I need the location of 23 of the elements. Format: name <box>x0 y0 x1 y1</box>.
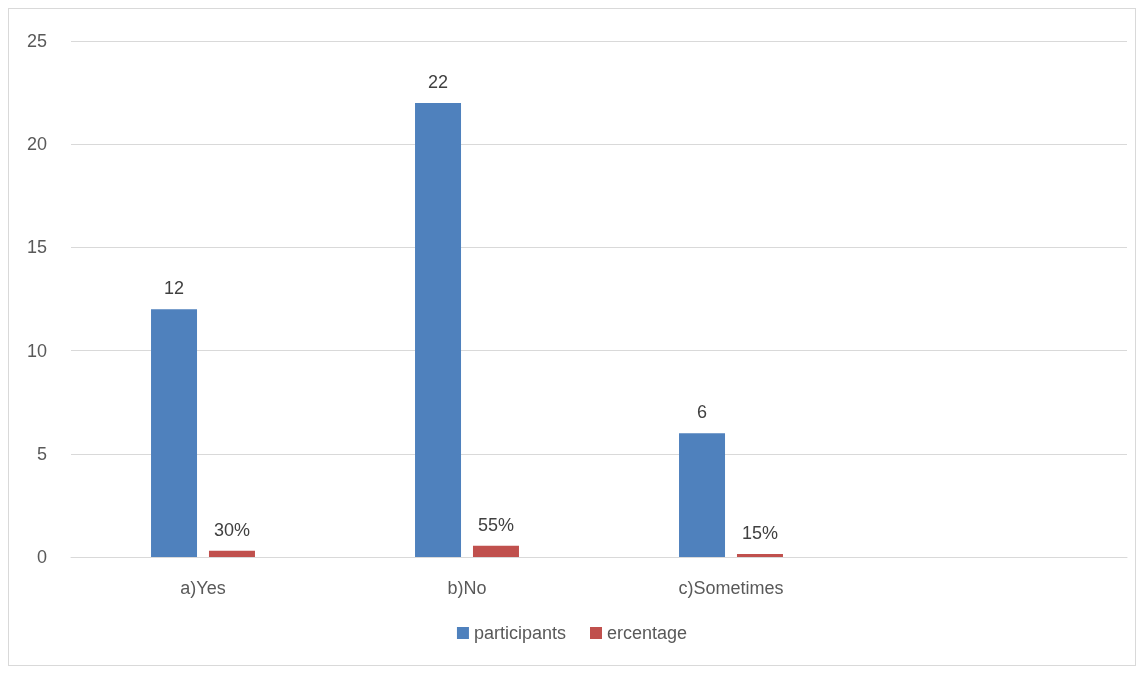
bar <box>151 309 198 557</box>
data-label: 15% <box>741 522 778 543</box>
y-tick-label: 5 <box>36 443 47 464</box>
x-tick-label: b)No <box>447 578 487 598</box>
y-tick-label: 15 <box>26 237 47 258</box>
y-tick-label: 10 <box>26 340 47 361</box>
x-tick-label: c)Sometimes <box>678 578 784 598</box>
bar <box>679 433 726 557</box>
data-label: 12 <box>164 278 185 299</box>
x-tick-label: a)Yes <box>180 578 226 598</box>
data-label: 30% <box>213 519 250 540</box>
bar <box>472 545 519 557</box>
data-label: 55% <box>477 514 514 535</box>
y-tick-label: 20 <box>26 134 47 155</box>
data-label: 22 <box>428 71 449 92</box>
bar <box>208 550 255 557</box>
y-tick-label: 25 <box>26 31 47 51</box>
legend-label: ercentage <box>606 623 688 643</box>
y-tick-label: 0 <box>36 547 47 567</box>
data-label: 6 <box>697 402 708 423</box>
bar <box>415 102 462 557</box>
bar <box>736 553 783 557</box>
legend-label: participants <box>473 623 567 643</box>
